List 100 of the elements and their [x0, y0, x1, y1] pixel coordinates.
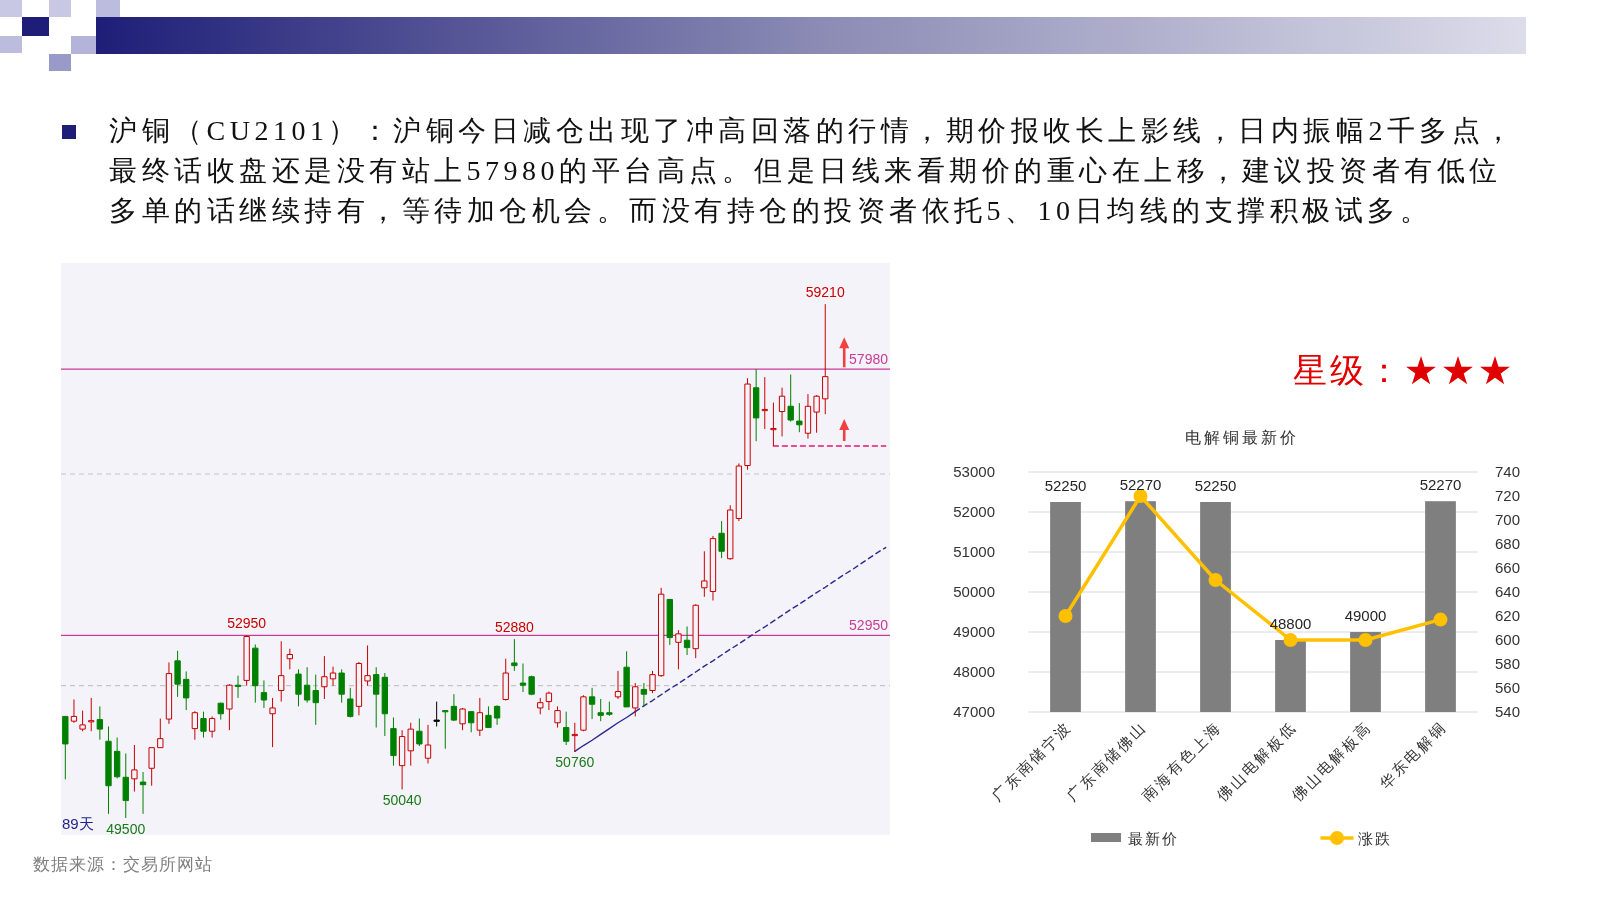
candlestick	[381, 672, 389, 737]
text: 50040	[382, 792, 422, 809]
candlestick	[683, 625, 691, 656]
y-tick-label: 50000	[953, 583, 995, 600]
candlestick	[208, 715, 216, 739]
candlestick	[122, 752, 129, 819]
ref-line-label: 57980	[849, 351, 889, 368]
candlestick	[433, 701, 440, 727]
source-note: 数据来源：交易所网站	[33, 855, 213, 874]
y2-tick-label: 540	[1495, 703, 1521, 720]
candlestick	[373, 666, 380, 729]
candlestick	[303, 666, 311, 704]
candlestick	[554, 705, 561, 729]
legend-label: 涨跌	[1357, 830, 1392, 847]
candlestick	[96, 705, 104, 741]
candlestick	[105, 725, 112, 815]
candlestick	[165, 661, 173, 725]
candlestick	[675, 629, 682, 670]
data-label: 52270	[1419, 476, 1462, 494]
candlestick	[355, 661, 363, 716]
annotation: 89天	[62, 815, 94, 832]
candlestick	[416, 718, 423, 747]
text: 沪铜（CU2101）：沪铜今日减仓出现了冲高回落的行情，期价报收长上影线，日内振幅2千多点，最终话收盘还是没有站上57980的平台高点。但是日线来看期价的重心在上移，建议投资者有低位多单的话继续持有，等待加仓机会。而没有持仓的投资者依托5、10日均线的支撑积极试多。	[109, 114, 1518, 228]
candlestick	[571, 722, 578, 752]
candlestick	[88, 697, 95, 732]
candlestick	[191, 710, 199, 741]
candlestick	[407, 722, 414, 767]
candlestick	[623, 650, 630, 708]
candlestick	[580, 694, 587, 732]
text: 星级：★★★	[1293, 351, 1515, 391]
candlestick	[804, 393, 812, 440]
y-tick-label: 53000	[953, 463, 995, 480]
candlestick	[113, 737, 121, 779]
candlestick	[640, 682, 648, 707]
candlestick	[511, 638, 518, 672]
candlestick	[252, 643, 259, 704]
data-label: 52250	[1194, 477, 1237, 494]
data-label: 48800	[1269, 615, 1312, 632]
y2-tick-label: 660	[1495, 559, 1521, 576]
candlestick	[476, 697, 483, 737]
y-tick-label: 52000	[953, 503, 995, 520]
candlestick	[347, 687, 354, 718]
text: 59210	[805, 284, 845, 301]
candlestick	[278, 640, 285, 703]
y2-tick-label: 560	[1495, 679, 1521, 696]
candlestick	[632, 682, 639, 717]
candlestick	[606, 701, 613, 717]
candlestick	[761, 376, 768, 430]
candlestick	[364, 645, 371, 687]
candlestick	[243, 634, 250, 687]
data-label: 49000	[1344, 607, 1387, 624]
candlestick	[295, 668, 302, 707]
y-tick-label: 49000	[953, 623, 995, 640]
candlestick	[537, 697, 544, 715]
candlestick	[485, 705, 492, 729]
y-tick-label: 47000	[953, 703, 995, 720]
candlestick	[390, 716, 397, 767]
candlestick	[286, 648, 294, 670]
candlestick	[398, 729, 406, 790]
candlestick	[778, 387, 786, 437]
candlestick	[709, 535, 717, 602]
candlestick	[157, 718, 164, 749]
candlestick	[735, 462, 743, 522]
candlestick	[752, 368, 760, 442]
point	[1208, 573, 1223, 587]
y2-tick-label: 700	[1495, 511, 1521, 528]
text: 52950	[227, 615, 267, 632]
candlestick	[459, 707, 466, 731]
data-label: 52270	[1119, 476, 1162, 494]
candlestick	[528, 675, 535, 696]
candlestick	[62, 715, 69, 780]
point	[1058, 609, 1073, 623]
candlestick	[217, 702, 224, 721]
candlestick	[701, 550, 708, 598]
candlestick	[718, 520, 725, 559]
candlestick	[545, 691, 553, 711]
candlestick	[79, 710, 86, 732]
text: 50760	[555, 754, 595, 771]
ref-line-label: 52950	[849, 617, 889, 634]
y2-tick-label: 720	[1495, 487, 1521, 504]
candlestick	[329, 666, 337, 687]
text: 52880	[494, 619, 534, 636]
point	[1433, 612, 1448, 627]
point	[1133, 489, 1148, 503]
candlestick	[312, 674, 319, 726]
candlestick	[260, 679, 268, 709]
candlestick	[70, 698, 78, 724]
candlestick	[424, 724, 432, 765]
candlestick	[666, 598, 673, 646]
point	[1358, 633, 1373, 647]
candlestick	[744, 377, 751, 471]
candlestick	[588, 687, 596, 720]
candlestick	[727, 504, 734, 561]
y2-tick-label: 580	[1495, 655, 1521, 672]
candlestick	[139, 771, 147, 815]
candlestick	[174, 650, 181, 698]
y-tick-label: 51000	[953, 543, 995, 560]
candlestick	[148, 747, 155, 787]
candlestick	[657, 587, 665, 678]
y2-tick-label: 620	[1495, 607, 1521, 624]
